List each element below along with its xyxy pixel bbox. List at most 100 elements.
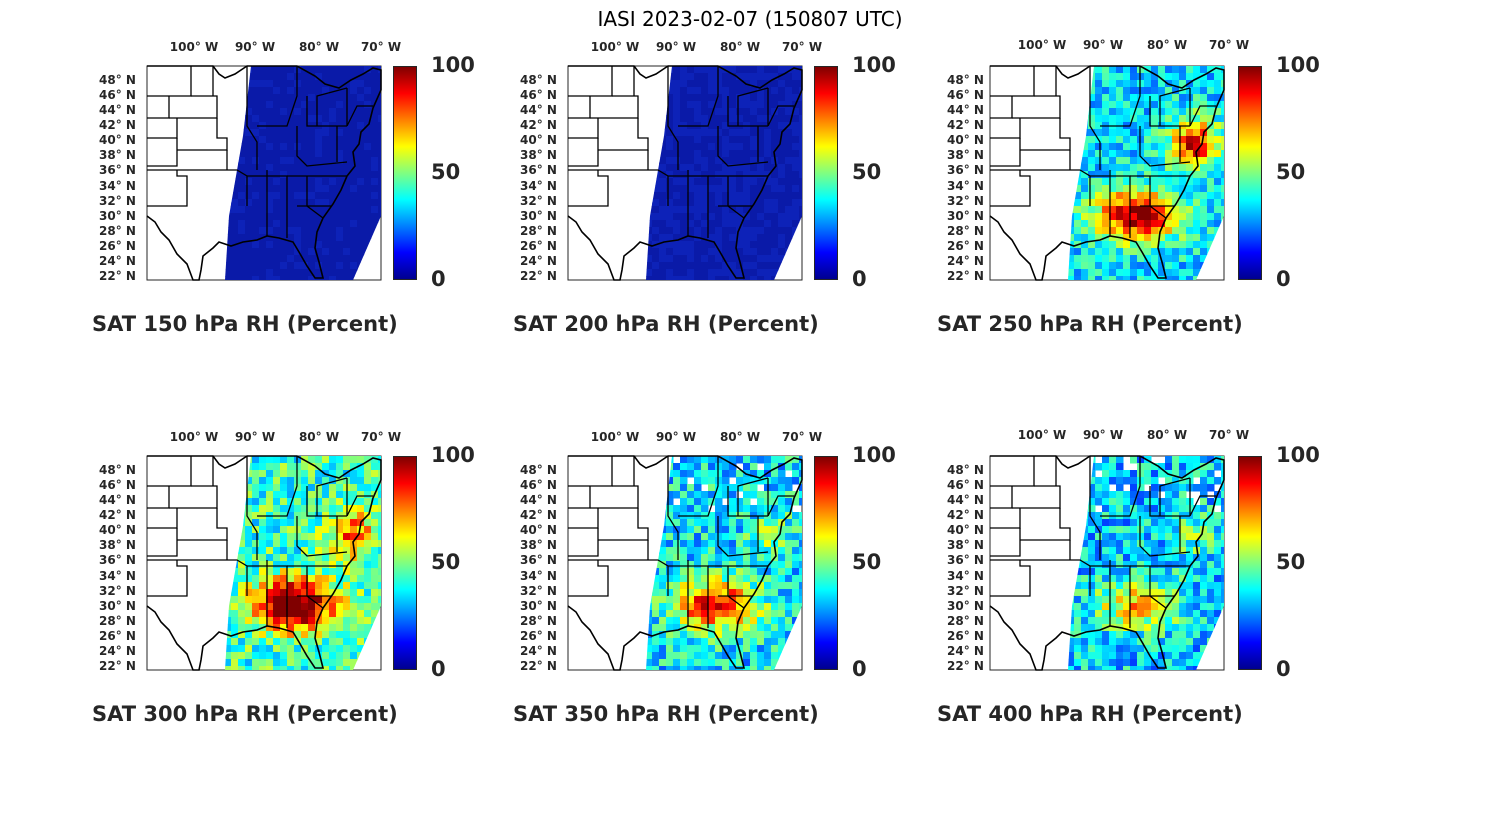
longitude-label: 70° W (360, 430, 402, 444)
longitude-label: 80° W (298, 40, 340, 54)
rh-map (567, 65, 803, 281)
state-boundary (1159, 87, 1191, 126)
colorbar-tick-label: 50 (852, 550, 882, 574)
state-boundary (667, 456, 679, 560)
latitude-label: 24° N (520, 643, 557, 658)
colorbar-tick-label: 50 (852, 160, 882, 184)
latitude-label: 26° N (520, 238, 557, 253)
state-boundary (727, 566, 745, 609)
latitude-label: 38° N (520, 148, 557, 163)
state-boundary (1149, 566, 1167, 609)
colorbar-tick-label: 100 (431, 443, 475, 467)
latitude-label: 48° N (99, 73, 136, 87)
colorbar-tick-label: 0 (431, 657, 446, 681)
state-boundary (568, 528, 599, 557)
colorbar-tick-label: 100 (852, 53, 896, 77)
colorbar (814, 66, 838, 280)
us-outline (567, 455, 803, 671)
state-boundary (1149, 486, 1190, 517)
longitude-label: 100° W (1017, 38, 1067, 52)
latitude-label: 42° N (520, 118, 557, 133)
latitude-label: 30° N (520, 208, 557, 223)
colorbar-tick-label: 100 (431, 53, 475, 77)
state-boundary (1089, 456, 1101, 560)
colorbar-tick-label: 50 (1276, 550, 1306, 574)
latitude-label: 40° N (520, 133, 557, 148)
longitude-label: 70° W (1208, 428, 1250, 442)
longitude-label: 70° W (781, 430, 823, 444)
latitude-label: 44° N (99, 493, 136, 508)
latitude-label: 44° N (520, 103, 557, 118)
rh-map (989, 455, 1225, 671)
map-panel: 100° W 90° W 80° W 70° W 48° N 46° N 44° N 42° … (937, 36, 1362, 336)
state-boundary (678, 66, 719, 127)
latitude-label: 44° N (947, 493, 984, 508)
latitude-label: 40° N (99, 523, 136, 538)
latitude-label: 34° N (947, 568, 984, 583)
latitude-label: 26° N (947, 238, 984, 253)
state-boundary (1100, 66, 1141, 127)
state-boundary (1189, 105, 1216, 127)
latitude-label: 34° N (520, 568, 557, 583)
latitude-label: 48° N (947, 73, 984, 87)
latitude-label: 34° N (520, 178, 557, 193)
state-boundary (1012, 485, 1061, 509)
latitude-label: 48° N (520, 73, 557, 87)
latitude-label: 38° N (99, 148, 136, 163)
latitude-label: 26° N (947, 628, 984, 643)
latitude-label: 46° N (520, 478, 557, 493)
latitude-label: 38° N (947, 148, 984, 163)
longitude-label: 100° W (1017, 428, 1067, 442)
colorbar-tick-label: 50 (431, 160, 461, 184)
latitude-label: 44° N (947, 103, 984, 118)
state-boundary (147, 528, 178, 557)
latitude-label: 28° N (520, 223, 557, 238)
state-boundary (568, 560, 609, 597)
colorbar-tick-label: 0 (1276, 657, 1291, 681)
latitude-label: 24° N (947, 643, 984, 658)
state-boundary (306, 486, 347, 517)
state-boundary (598, 508, 649, 541)
state-boundary (590, 485, 639, 509)
panel-title: SAT 400 hPa RH (Percent) (937, 702, 1243, 726)
us-outline (989, 455, 1225, 671)
state-boundary (257, 456, 298, 517)
rh-map (567, 455, 803, 671)
longitude-label: 80° W (1146, 428, 1188, 442)
state-boundary (1012, 95, 1061, 119)
state-boundary (990, 138, 1021, 167)
latitude-label: 42° N (99, 508, 136, 523)
page-title: IASI 2023-02-07 (150807 UTC) (597, 7, 903, 31)
colorbar-tick-label: 100 (1276, 443, 1320, 467)
satellite-swath (1068, 456, 1224, 670)
state-boundary (296, 516, 348, 557)
latitude-label: 22° N (520, 269, 557, 283)
colorbar-tick-label: 50 (431, 550, 461, 574)
state-boundary (147, 560, 188, 597)
longitude-label: 100° W (590, 40, 640, 54)
state-boundary (306, 566, 324, 609)
latitude-label: 46° N (947, 88, 984, 103)
state-boundary (727, 486, 768, 517)
latitude-label: 28° N (99, 613, 136, 628)
us-outline (567, 65, 803, 281)
longitude-label: 80° W (298, 430, 340, 444)
panel-title: SAT 150 hPa RH (Percent) (92, 312, 398, 336)
latitude-label: 40° N (947, 133, 984, 148)
latitude-label: 46° N (520, 88, 557, 103)
state-boundary (717, 126, 769, 167)
state-boundary (1100, 456, 1141, 517)
state-boundary (1020, 508, 1071, 541)
latitude-label: 36° N (520, 163, 557, 178)
latitude-label: 42° N (520, 508, 557, 523)
state-boundary (737, 477, 769, 516)
state-boundary (169, 485, 218, 509)
state-boundary (990, 170, 1031, 207)
state-boundary (568, 559, 669, 596)
state-boundary (147, 559, 248, 596)
state-boundary (727, 96, 768, 127)
state-boundary (1139, 516, 1191, 557)
colorbar-tick-label: 0 (852, 657, 867, 681)
latitude-label: 32° N (520, 583, 557, 598)
longitude-label: 70° W (360, 40, 402, 54)
